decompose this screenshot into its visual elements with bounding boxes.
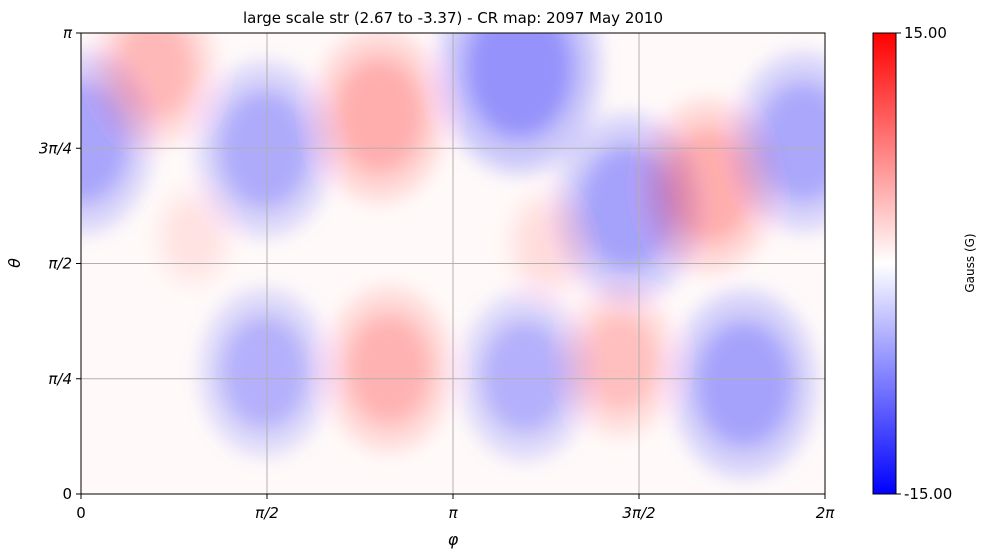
heat-blob-8 bbox=[221, 316, 308, 428]
y-tick-label-0: 0 bbox=[62, 485, 72, 503]
grid-lines bbox=[81, 33, 825, 494]
y-axis-ticks: 0 π/4 π/2 3π/4 π bbox=[39, 24, 81, 503]
chart-title: large scale str (2.67 to -3.37) - CR map… bbox=[243, 9, 663, 27]
heat-blob-4 bbox=[465, 33, 573, 139]
x-tick-label-0: 0 bbox=[76, 504, 86, 522]
colorbar-label: Gauss (G) bbox=[963, 233, 977, 292]
colorbar-max-label: 15.00 bbox=[904, 24, 947, 42]
y-tick-label-4: π bbox=[63, 24, 73, 42]
y-tick-label-1: π/4 bbox=[48, 370, 72, 388]
x-tick-label-3: 3π/2 bbox=[622, 504, 655, 522]
heat-blob-13 bbox=[166, 202, 221, 273]
colorbar-min-label: -15.00 bbox=[904, 485, 952, 503]
heat-blob-6 bbox=[664, 128, 753, 243]
y-tick-label-2: π/2 bbox=[48, 255, 72, 273]
heat-blob-9 bbox=[346, 314, 431, 424]
heat-blob-1 bbox=[114, 33, 195, 121]
heat-blob-10 bbox=[482, 320, 569, 433]
heat-blob-11 bbox=[581, 312, 658, 412]
heat-blob-14 bbox=[519, 206, 578, 283]
heat-blob-12 bbox=[696, 321, 793, 447]
x-tick-label-4: 2π bbox=[816, 504, 836, 522]
heat-blob-2 bbox=[219, 90, 310, 208]
x-tick-label-1: π/2 bbox=[255, 504, 279, 522]
colorbar: 15.00 -15.00 Gauss (G) bbox=[872, 24, 977, 503]
colorbar-gradient bbox=[872, 32, 897, 495]
x-axis-label: φ bbox=[448, 530, 459, 549]
plot-area: 0 π/2 π 3π/2 2π 0 π/4 π/2 3π/4 π bbox=[39, 24, 835, 522]
heat-blob-7 bbox=[757, 82, 825, 202]
x-tick-label-2: π bbox=[448, 504, 458, 522]
y-axis-label: θ bbox=[5, 258, 24, 268]
x-axis-ticks: 0 π/2 π 3π/2 2π bbox=[76, 494, 835, 522]
y-tick-label-3: 3π/4 bbox=[39, 139, 72, 157]
heat-blob-3 bbox=[335, 58, 424, 173]
heatmap-layer bbox=[81, 33, 825, 478]
